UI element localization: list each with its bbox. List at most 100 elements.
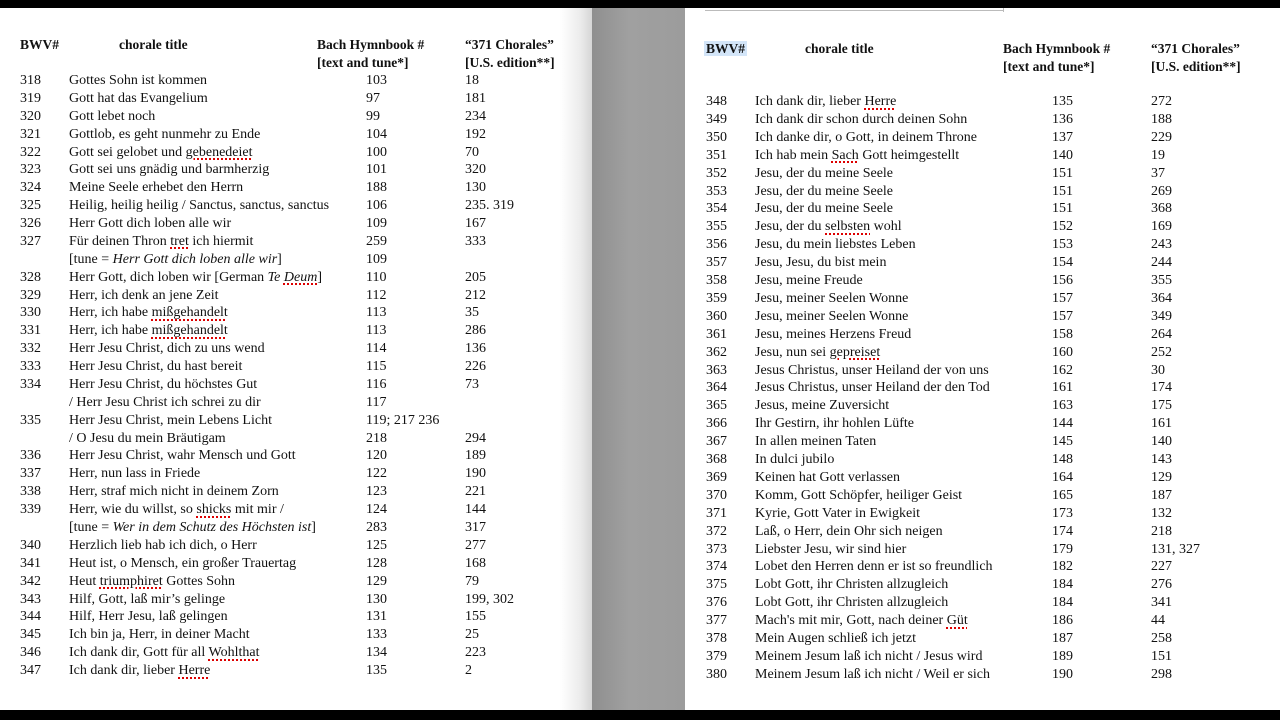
chorales-number: 349 [1151,308,1172,324]
hymnbook-number: 184 [1052,595,1073,611]
chorale-title: Gottlob, es geht nunmehr zu Ende [69,126,260,144]
chorale-title: Jesu, der du meine Seele [755,200,893,218]
misspelled-word[interactable]: triumphiret [99,573,163,589]
header-hymnbook-sub: [text and tune*] [317,55,409,70]
chorale-title: Jesu, meiner Seelen Wonne [755,308,908,326]
bwv-number: 355 [706,219,727,235]
title-text: Für deinen Thron [69,233,171,249]
chorale-title: Keinen hat Gott verlassen [755,469,900,487]
chorale-title: Jesu, der du selbsten wohl [755,218,902,236]
bwv-number: 349 [706,111,727,127]
chorale-title: Ich danke dir, o Gott, in deinem Throne [755,129,977,147]
hymnbook-number: 116 [366,376,387,392]
hymnbook-number: 153 [1052,237,1073,253]
title-text: ich hiermit [188,233,254,249]
hymnbook-number: 130 [366,591,387,607]
chorale-title: [tune = Wer in dem Schutz des Höchsten i… [69,519,316,537]
bwv-number: 378 [706,631,727,646]
header-chorales-sub: [U.S. edition**] [1151,59,1241,74]
hymnbook-number: 259 [366,233,387,249]
title-text: Liebster Jesu, wir sind hier [755,541,907,557]
bwv-number: 330 [20,305,41,321]
bwv-number: 380 [706,666,727,682]
selected-text[interactable]: BWV# [704,41,748,56]
title-text: Gott heimgestellt [858,147,960,163]
chorales-number: 333 [465,233,486,249]
bwv-number: 374 [706,559,727,575]
hymnbook-number: 137 [1052,129,1073,145]
bwv-number: 352 [706,165,727,181]
page-gutter [592,8,685,710]
hymnbook-number: 123 [366,484,387,500]
title-text: wohl [870,219,902,235]
misspelled-word[interactable]: Güt [946,613,968,629]
misspelled-word[interactable]: mißgehandelt [151,305,228,321]
chorale-title: Jesu, du mein liebstes Leben [755,236,916,254]
document-page-right[interactable] [685,8,1280,710]
title-text: Jesus, meine Zuversicht [755,398,890,414]
hymnbook-number: 154 [1052,255,1073,271]
hymnbook-number: 122 [366,466,387,482]
hymnbook-number: 157 [1052,308,1073,324]
chorales-number: 2 [465,663,472,679]
misspelled-word[interactable]: shicks [196,502,232,518]
chorale-title: Komm, Gott Schöpfer, heiliger Geist [755,487,962,505]
chorales-number: 168 [465,555,486,571]
chorales-number: 264 [1151,326,1172,342]
title-text: Herr Gott, dich loben wir [German [69,269,268,285]
hymnbook-number: 164 [1052,469,1073,485]
misspelled-word[interactable]: Deum [283,269,318,285]
title-text: Herr Jesu Christ, du hast bereit [69,359,243,375]
bwv-number: 354 [706,201,727,217]
header-chorales-sub: [U.S. edition**] [465,55,555,70]
title-text: Herr Gott dich loben alle wir [112,251,278,267]
misspelled-word[interactable]: Herre [864,94,897,109]
chorales-number: 212 [465,287,486,303]
chorale-title: Laß, o Herr, dein Ohr sich neigen [755,523,943,541]
title-text: Jesu, meiner Seelen Wonne [755,308,909,324]
hymnbook-number: 128 [366,555,387,571]
hymnbook-number: 101 [366,162,387,178]
bwv-number: 368 [706,452,727,467]
chorales-number: 277 [465,537,486,553]
bwv-number: 329 [20,287,41,303]
header-bwv-selected[interactable]: BWV# [704,40,748,58]
chorale-title: Herr Jesu Christ, dich zu uns wend [69,340,265,358]
hymnbook-number: 125 [366,537,387,553]
hymnbook-number: 157 [1052,290,1073,306]
chorales-number: 235. 319 [465,198,514,214]
misspelled-word[interactable]: Herre [178,663,211,679]
misspelled-word[interactable]: selbsten [825,219,871,235]
hymnbook-number: 131 [366,609,387,625]
title-text: mit mir / [231,502,284,518]
bwv-number: 364 [706,380,727,396]
bwv-number: 365 [706,398,727,414]
bwv-number: 376 [706,595,727,611]
document-page-left[interactable] [0,8,592,710]
title-text: Ich dank dir, lieber [755,94,865,109]
misspelled-word[interactable]: gepreiset [829,344,881,360]
misspelled-word[interactable]: Sach [831,147,859,163]
bwv-number: 361 [706,326,727,342]
bwv-number: 360 [706,308,727,324]
misspelled-word[interactable]: tret [170,233,189,249]
title-text: Lobt Gott, ihr Christen allzugleich [755,577,949,593]
chorale-title: Herr Jesu Christ, mein Lebens Licht [69,412,272,430]
header-chorales: “371 Chorales” [465,37,554,52]
title-text: Jesu, der du meine Seele [755,201,894,217]
bwv-number: 375 [706,577,727,593]
misspelled-word[interactable]: gebenedeiet [185,144,253,160]
misspelled-word[interactable]: Wohlthat [208,645,260,661]
misspelled-word[interactable]: mißgehandelt [151,323,228,339]
hymnbook-number: 114 [366,341,387,357]
hymnbook-number: 134 [366,645,387,661]
title-text: ] [277,251,282,267]
title-text: Laß, o Herr, dein Ohr sich neigen [755,523,943,539]
hymnbook-number: 152 [1052,219,1073,235]
chorale-title: Für deinen Thron tret ich hiermit [69,233,253,251]
title-text: Keinen hat Gott verlassen [755,469,901,485]
hymnbook-number: 117 [366,394,387,410]
header-title: chorale title [119,37,188,52]
chorales-number: 181 [465,90,486,106]
title-text: Te [267,269,284,285]
